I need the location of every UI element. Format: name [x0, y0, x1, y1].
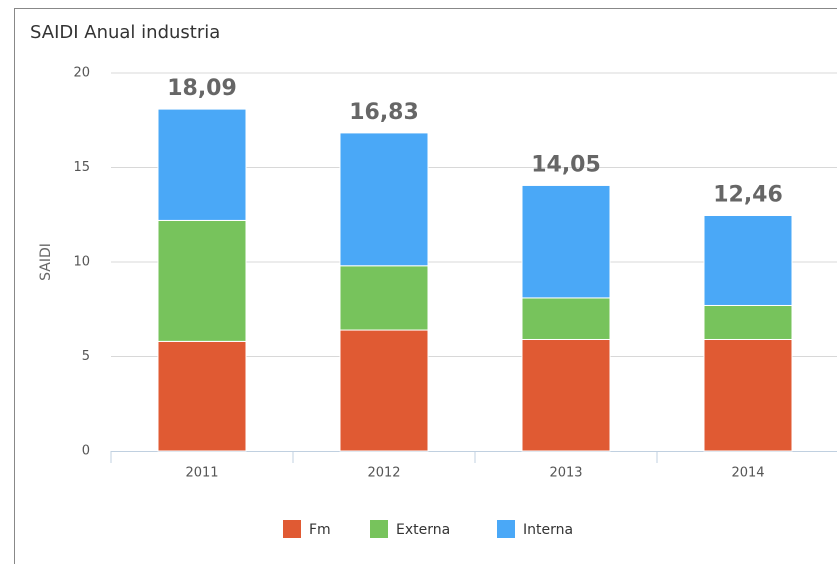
bar-segment	[521, 338, 611, 452]
legend-label: Interna	[523, 522, 573, 538]
bar-segment	[703, 304, 793, 340]
x-tick-label: 2013	[549, 466, 582, 481]
y-tick-label: 5	[82, 349, 90, 364]
chart-title: SAIDI Anual industria	[30, 22, 220, 43]
bar-segment	[339, 329, 429, 452]
total-label: 14,05	[531, 152, 601, 177]
bar-segment	[521, 184, 611, 299]
bar-segment	[521, 297, 611, 340]
y-tick-label: 10	[73, 255, 90, 270]
total-label: 16,83	[349, 100, 419, 125]
y-tick-label: 20	[73, 66, 90, 81]
legend-swatch	[497, 520, 515, 538]
bar-segment	[703, 215, 793, 306]
y-tick-label: 15	[73, 160, 90, 175]
bar-segment	[339, 265, 429, 331]
bar-segment	[339, 132, 429, 267]
total-label: 12,46	[713, 183, 783, 208]
bar-segment	[157, 219, 247, 342]
bar-segment	[703, 338, 793, 452]
bar-segment	[157, 108, 247, 221]
bar-segment	[157, 340, 247, 452]
x-tick-label: 2012	[367, 466, 400, 481]
legend-swatch	[370, 520, 388, 538]
y-tick-label: 0	[82, 444, 90, 459]
x-tick-label: 2014	[731, 466, 764, 481]
legend-label: Externa	[396, 522, 450, 538]
legend-swatch	[283, 520, 301, 538]
y-axis-label: SAIDI	[38, 243, 54, 281]
total-label: 18,09	[167, 76, 237, 101]
legend-label: Fm	[309, 522, 331, 538]
x-tick-label: 2011	[185, 466, 218, 481]
